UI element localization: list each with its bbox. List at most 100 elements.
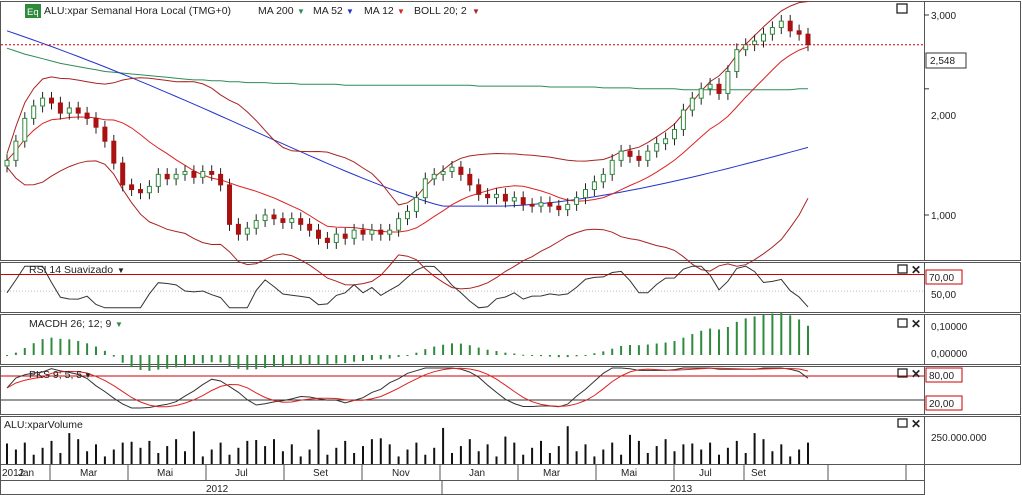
ma12-dropdown-icon[interactable]: ▼ (397, 7, 405, 16)
macd-bar (709, 328, 712, 355)
volume-axis-panel (924, 416, 1021, 465)
candle-body (40, 97, 46, 107)
rsi-maximize-icon[interactable] (897, 264, 908, 274)
macd-dropdown-icon[interactable]: ▼ (115, 320, 123, 329)
candle-body (422, 178, 428, 199)
macd-bar (504, 352, 507, 355)
pks-maximize-icon[interactable] (897, 368, 908, 378)
volume-bar (566, 426, 569, 464)
macd-bar (459, 343, 462, 355)
ma52-dropdown-icon[interactable]: ▼ (346, 7, 354, 16)
volume-bar (103, 456, 106, 464)
candle-body (191, 170, 197, 178)
macd-bar (219, 355, 222, 363)
volume-bar (59, 452, 62, 464)
rsi-title[interactable]: RSI 14 Suavizado (29, 264, 113, 276)
volume-series (6, 426, 809, 464)
macd-bar (184, 355, 186, 366)
candle-body (227, 184, 232, 225)
candle-body (458, 166, 464, 175)
candle-body (440, 170, 446, 175)
candle-body (645, 150, 651, 161)
indicator-boll[interactable]: BOLL 20; 2 (414, 5, 467, 17)
rsi-level-box (925, 269, 963, 285)
macd-bar (353, 355, 356, 362)
volume-maximize-icon[interactable] (897, 418, 908, 428)
rsi-series (1, 265, 924, 309)
rsi-close-icon[interactable]: ✕ (911, 263, 921, 277)
macd-close-icon[interactable]: ✕ (911, 317, 921, 331)
candle-body (4, 159, 10, 167)
volume-close-icon[interactable]: ✕ (911, 417, 921, 431)
indicator-ma200[interactable]: MA 200 (258, 5, 294, 17)
volume-bar (344, 440, 347, 464)
volume-bar (95, 444, 97, 464)
candle-body (129, 184, 135, 191)
candle-body (49, 97, 54, 104)
pks-dropdown-icon[interactable]: ▼ (84, 371, 92, 380)
volume-bar (68, 433, 71, 464)
volume-bar (308, 449, 311, 464)
volume-bar (175, 439, 178, 464)
volume-bar (397, 456, 400, 464)
volume-bar (718, 454, 720, 464)
macd-bar (379, 355, 382, 360)
rsi-controls: ✕ (897, 263, 921, 277)
volume-bar (637, 440, 640, 464)
volume-bar (700, 449, 703, 464)
volume-bar (735, 440, 738, 464)
candle-body (244, 227, 250, 235)
macd-maximize-icon[interactable] (897, 318, 908, 328)
ma200-dropdown-icon[interactable]: ▼ (297, 7, 305, 16)
last-price-label: 2,548 (930, 56, 955, 67)
price-panel (0, 1, 925, 261)
pks-title[interactable]: PKS 9; 5; 5 (29, 369, 82, 381)
macd-title[interactable]: MACDH 26; 12; 9 (29, 318, 111, 330)
macd-bar (273, 355, 275, 368)
month-label-8: Mar (543, 468, 561, 479)
x-axis-years (0, 480, 925, 495)
symbol-label[interactable]: ALU:xpar Semanal Hora Local (TMG+0) (44, 5, 231, 17)
volume-bar (192, 431, 195, 464)
macd-bar (798, 319, 801, 355)
candle-body (707, 83, 713, 90)
volume-bar (504, 436, 507, 464)
pks-lower-label: 20,00 (929, 399, 954, 410)
candle-body (494, 193, 499, 199)
volume-controls: ✕ (897, 417, 921, 431)
pks-close-icon[interactable]: ✕ (911, 367, 921, 381)
candle-body (200, 170, 206, 178)
macd-bar (664, 342, 667, 355)
macd-bar (513, 353, 516, 355)
macd-bar (299, 355, 302, 365)
candle-body (333, 233, 339, 243)
macd-bar (584, 354, 587, 356)
indicator-ma52[interactable]: MA 52 (313, 5, 343, 17)
candle-body (289, 218, 295, 223)
macd-bar (86, 343, 89, 355)
rsi-dropdown-icon[interactable]: ▼ (117, 266, 125, 275)
macd-bar (281, 355, 284, 367)
macd-tick-010: 0,10000 (931, 322, 968, 333)
candle-body (609, 159, 615, 175)
pks-lower-box (925, 395, 963, 411)
boll-dropdown-icon[interactable]: ▼ (472, 7, 480, 16)
rsi-level-label: 70,00 (929, 273, 954, 284)
macd-bar (780, 312, 783, 355)
volume-title[interactable]: ALU:xparVolume (4, 419, 83, 431)
candle-body (387, 229, 393, 235)
macd-bar (637, 345, 640, 355)
macd-bar (700, 330, 703, 355)
volume-bar (201, 456, 204, 464)
indicator-ma12[interactable]: MA 12 (364, 5, 394, 17)
macd-bar (166, 355, 169, 369)
rsi-line (6, 265, 809, 309)
volume-bar (548, 452, 551, 464)
macd-bar (620, 345, 623, 355)
price-maximize-icon[interactable] (896, 3, 908, 14)
rsi-tick-50: 50,00 (931, 290, 956, 301)
candle-body (663, 138, 669, 145)
macd-bar (433, 346, 436, 355)
candle-body (93, 117, 99, 128)
candle-body (182, 170, 188, 175)
